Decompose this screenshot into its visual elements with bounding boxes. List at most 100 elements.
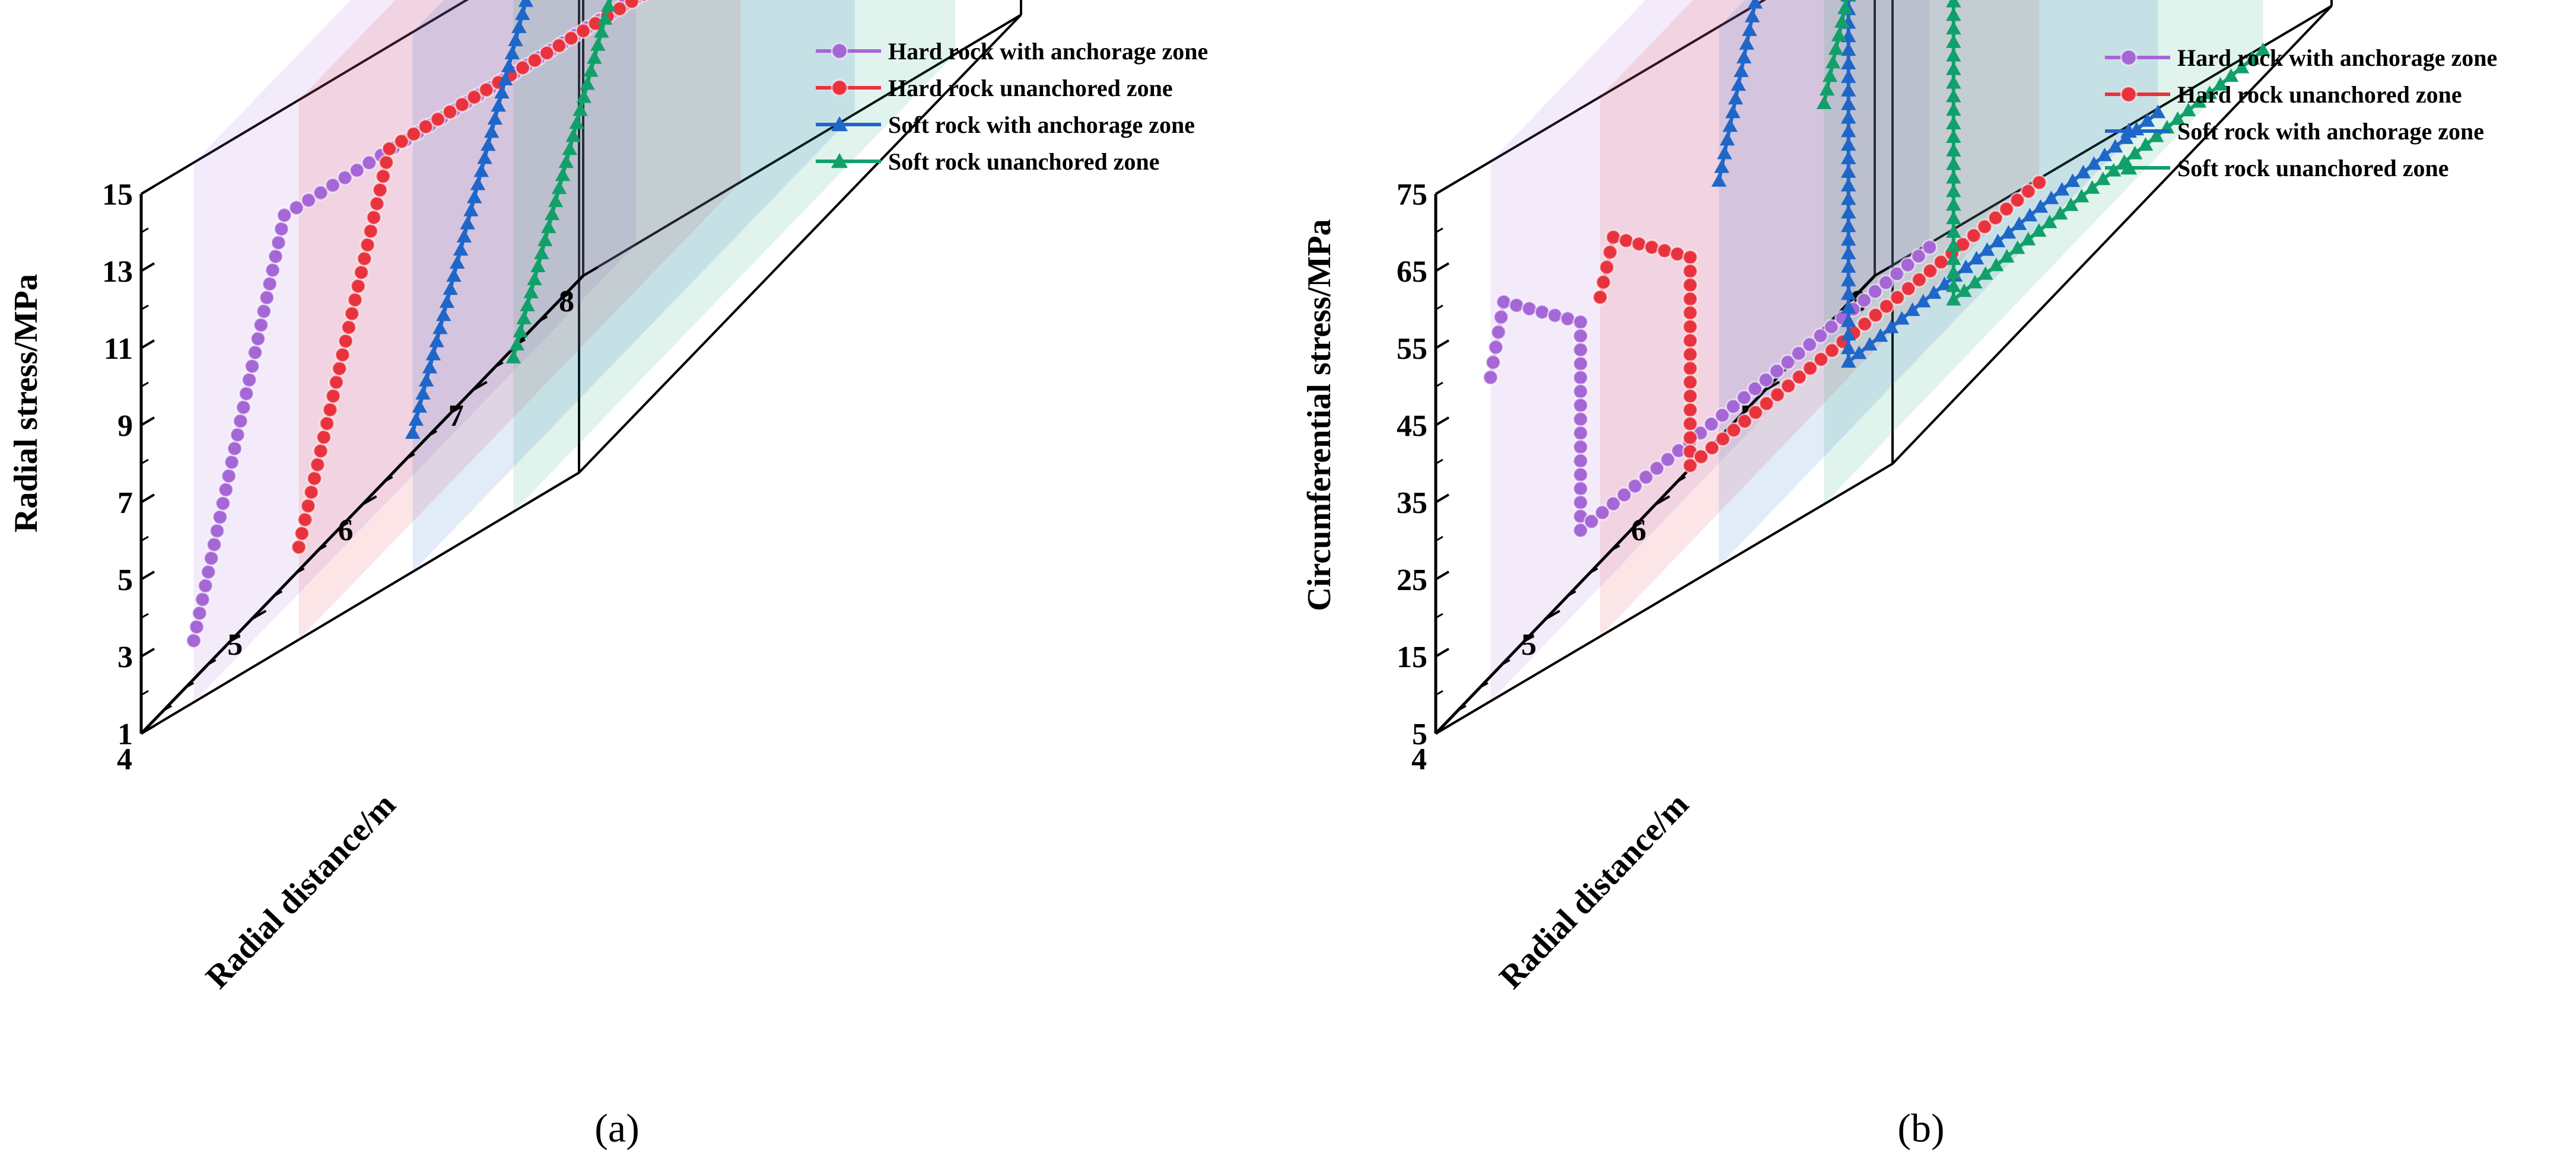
series-1-point: [1572, 328, 1589, 345]
series-4-point: [2202, 85, 2218, 100]
series-4-point: [1978, 266, 1993, 280]
series-4-point: [576, 89, 591, 103]
series-1-point: [268, 248, 284, 264]
x-minor-tick: [1479, 682, 1489, 689]
series-3-point: [1979, 242, 1995, 256]
series-4-point: [2255, 42, 2271, 56]
series-3-point: [2065, 173, 2081, 187]
series-1-point: [1921, 239, 1938, 256]
x-minor-tick: [1457, 705, 1467, 712]
series-3-point: [1841, 246, 1856, 260]
series-3-point: [1926, 285, 1942, 299]
series-4-point: [516, 311, 532, 324]
series-1-point: [186, 632, 202, 649]
y-tick: [1435, 493, 1450, 503]
series-3-point: [1841, 42, 1856, 56]
series-3-point: [425, 346, 441, 361]
series-2-point: [1682, 332, 1699, 349]
y-tick: [1435, 416, 1450, 426]
series-1-point: [1572, 314, 1589, 330]
x-tick-label: 4: [117, 742, 132, 776]
series-2-point: [393, 133, 410, 149]
series-3-point: [1722, 118, 1738, 132]
series-2-point: [1889, 289, 1906, 306]
series-4-point: [1946, 156, 1961, 170]
series-4-point: [1946, 7, 1961, 21]
series-2-point: [551, 37, 567, 54]
series-2-point: [1737, 413, 1753, 429]
series-4-point: [2170, 111, 2186, 125]
series-3-point: [1841, 286, 1856, 300]
series-1-point: [1866, 283, 1883, 299]
y-minor-tick: [141, 381, 149, 388]
y-tick-label: 75: [1397, 178, 1427, 212]
series-4-point: [2031, 223, 2047, 237]
series-3-point: [1728, 91, 1744, 105]
x-minor-tick: [450, 407, 460, 414]
x-tick-label: 4: [1411, 742, 1427, 776]
series-4-point: [565, 128, 581, 142]
series-2-point: [372, 181, 389, 198]
series-3-point: [1841, 205, 1856, 219]
series-2-point: [2020, 183, 2037, 200]
series-1-point: [270, 234, 287, 251]
series-3-point: [1872, 328, 1888, 342]
series-1-point: [1791, 345, 1807, 362]
x-tick-label: 6: [338, 514, 354, 547]
series-2-point: [1824, 342, 1840, 359]
series-4-point: [580, 76, 595, 90]
series-2-point: [344, 305, 360, 322]
series-2-point: [294, 525, 310, 541]
x-minor-tick: [494, 362, 504, 368]
y-tick-label: 45: [1397, 409, 1427, 443]
x-minor-tick: [1567, 591, 1576, 597]
series-2-point: [378, 154, 395, 171]
series-1-point: [1572, 397, 1589, 414]
y-tick: [1435, 648, 1450, 658]
series-1-point: [276, 207, 292, 224]
box-bottom-edge: [140, 14, 1022, 735]
y-minor-tick: [141, 613, 149, 619]
panel-label-a: (a): [594, 1105, 639, 1150]
y-tick: [140, 493, 155, 503]
y-minor-tick: [141, 304, 149, 311]
series-3-point: [2107, 139, 2123, 153]
series-4-point: [1946, 251, 1961, 265]
series-4-point: [2106, 162, 2122, 177]
box-top-edge: [1435, 0, 1767, 195]
series-1-point: [203, 550, 220, 566]
series-1-point: [262, 276, 278, 292]
series-3-point: [491, 98, 506, 112]
series-4-point: [2191, 94, 2207, 108]
series-4-point: [1831, 27, 1847, 42]
x-tick: [140, 724, 157, 735]
y-axis-title: Radial stress/MPa: [8, 274, 44, 533]
y-tick: [1435, 185, 1450, 195]
series-1-point: [1910, 248, 1927, 264]
series-2-point: [334, 346, 351, 363]
x-minor-tick: [1523, 636, 1532, 643]
legend-swatch-marker: [2120, 160, 2137, 175]
series-4-point: [1816, 95, 1832, 110]
series-1-point: [1725, 398, 1741, 415]
series-2-point: [291, 539, 307, 556]
series-3-point: [1841, 313, 1856, 327]
series-3-point: [2043, 190, 2059, 205]
series-2-point: [381, 141, 397, 157]
series-3-point: [439, 294, 455, 308]
series-4-point: [2148, 128, 2164, 142]
y-minor-tick: [1435, 381, 1443, 388]
series-4-point: [1999, 248, 2015, 263]
series-2-point: [1592, 289, 1608, 305]
series-1-point: [1823, 318, 1840, 335]
series-3-point: [1841, 164, 1856, 178]
series-4-point: [562, 141, 578, 155]
series-1-point: [1572, 411, 1589, 428]
series-2-point: [575, 23, 591, 39]
series-2-point: [360, 237, 376, 253]
series-2-point: [365, 209, 382, 226]
y-tick-label: 3: [117, 640, 133, 674]
series-3-point: [498, 72, 513, 86]
series-3-point: [481, 137, 496, 151]
